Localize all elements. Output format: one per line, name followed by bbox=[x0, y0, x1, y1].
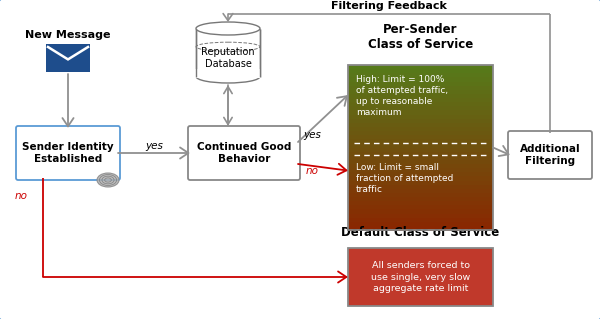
Bar bbox=[348, 168, 493, 173]
Bar bbox=[46, 44, 90, 72]
Bar bbox=[348, 222, 493, 226]
Text: Default Class of Service: Default Class of Service bbox=[341, 226, 500, 239]
Text: no: no bbox=[14, 191, 28, 201]
Bar bbox=[348, 152, 493, 156]
Bar bbox=[348, 78, 493, 82]
Bar bbox=[348, 226, 493, 231]
Bar bbox=[348, 143, 493, 148]
Bar bbox=[348, 131, 493, 136]
Bar bbox=[348, 135, 493, 140]
Text: Filtering Feedback: Filtering Feedback bbox=[331, 1, 447, 11]
Bar bbox=[348, 176, 493, 181]
Bar bbox=[348, 115, 493, 119]
Text: Continued Good
Behavior: Continued Good Behavior bbox=[197, 142, 291, 164]
Bar bbox=[348, 189, 493, 193]
Bar bbox=[348, 73, 493, 78]
Ellipse shape bbox=[97, 173, 119, 187]
Text: All senders forced to
use single, very slow
aggregate rate limit: All senders forced to use single, very s… bbox=[371, 261, 470, 293]
Text: Per-Sender
Class of Service: Per-Sender Class of Service bbox=[368, 23, 473, 51]
Ellipse shape bbox=[196, 22, 260, 35]
Bar bbox=[348, 90, 493, 94]
FancyBboxPatch shape bbox=[508, 131, 592, 179]
Text: New Message: New Message bbox=[25, 30, 111, 40]
Text: Additional
Filtering: Additional Filtering bbox=[520, 144, 580, 166]
Text: Reputation
Database: Reputation Database bbox=[201, 47, 255, 70]
Bar bbox=[196, 28, 260, 77]
Bar bbox=[348, 197, 493, 202]
Text: Low: Limit = small
fraction of attempted
traffic: Low: Limit = small fraction of attempted… bbox=[356, 163, 454, 194]
Bar bbox=[348, 248, 493, 306]
Bar bbox=[348, 139, 493, 144]
Bar bbox=[348, 102, 493, 107]
Bar bbox=[348, 193, 493, 197]
Text: no: no bbox=[305, 166, 319, 176]
Bar bbox=[348, 218, 493, 222]
Bar bbox=[348, 181, 493, 185]
Bar bbox=[348, 205, 493, 210]
Bar bbox=[348, 164, 493, 169]
Bar bbox=[348, 127, 493, 131]
Bar bbox=[348, 172, 493, 177]
Bar bbox=[348, 69, 493, 74]
Bar bbox=[348, 94, 493, 99]
Bar bbox=[348, 81, 493, 86]
Bar bbox=[348, 156, 493, 160]
Bar bbox=[348, 110, 493, 115]
Bar bbox=[348, 160, 493, 165]
Bar bbox=[348, 85, 493, 90]
FancyBboxPatch shape bbox=[16, 126, 120, 180]
Ellipse shape bbox=[196, 70, 260, 83]
Text: Sender Identity
Established: Sender Identity Established bbox=[22, 142, 114, 164]
Bar bbox=[348, 213, 493, 218]
Bar bbox=[348, 185, 493, 189]
Text: yes: yes bbox=[145, 141, 163, 151]
Bar bbox=[348, 98, 493, 103]
Bar bbox=[348, 65, 493, 230]
Bar bbox=[348, 119, 493, 123]
Bar bbox=[348, 147, 493, 152]
Bar bbox=[348, 123, 493, 127]
Text: yes: yes bbox=[303, 130, 321, 140]
Bar bbox=[348, 209, 493, 214]
Bar bbox=[348, 65, 493, 70]
Bar bbox=[195, 69, 261, 78]
Bar bbox=[348, 106, 493, 111]
Bar bbox=[348, 201, 493, 206]
FancyBboxPatch shape bbox=[188, 126, 300, 180]
Text: High: Limit = 100%
of attempted traffic,
up to reasonable
maximum: High: Limit = 100% of attempted traffic,… bbox=[356, 75, 448, 117]
